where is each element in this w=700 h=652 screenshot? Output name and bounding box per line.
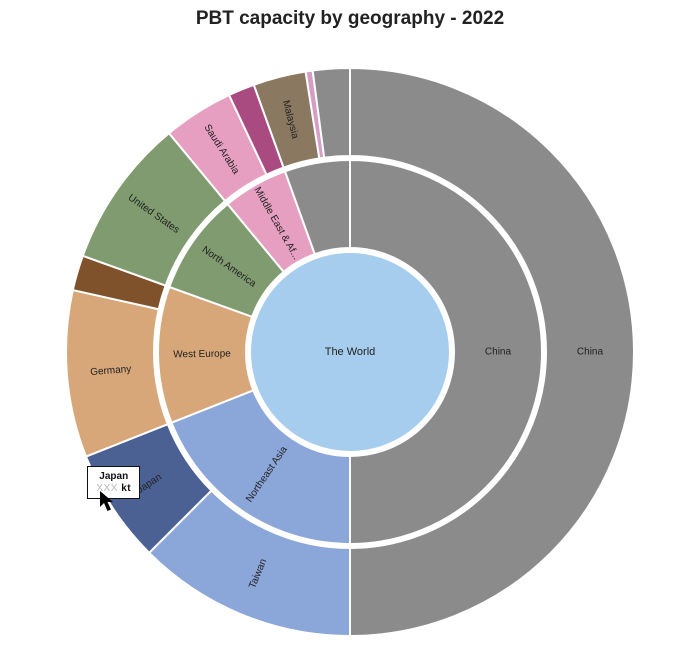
ring1-label-r1-weurope: West Europe: [173, 349, 231, 361]
ring1-label-r1-china: China: [485, 347, 512, 358]
hover-tooltip: Japan XXX kt: [87, 466, 140, 499]
chart-title: PBT capacity by geography - 2022: [0, 8, 700, 30]
sunburst-center-label: The World: [325, 346, 376, 358]
tooltip-value: XXX kt: [96, 483, 131, 495]
sunburst-chart: The WorldChinaNortheast AsiaWest EuropeN…: [50, 52, 650, 652]
tooltip-value-unit: kt: [121, 483, 131, 494]
ring2-label-r2-china: China: [577, 347, 604, 358]
tooltip-value-redacted: XXX: [96, 483, 118, 494]
tooltip-title: Japan: [96, 471, 131, 483]
